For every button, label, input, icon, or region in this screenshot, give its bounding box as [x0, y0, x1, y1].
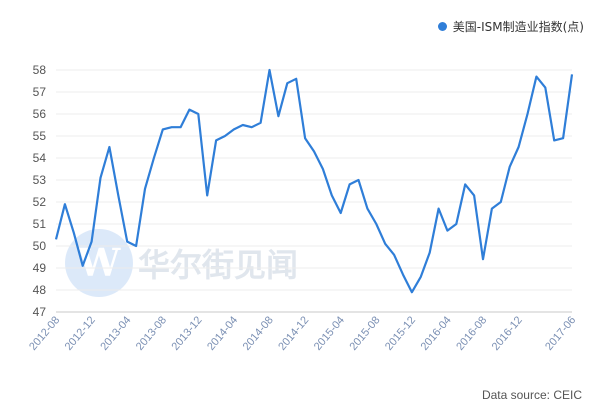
watermark: W 华尔街见闻	[65, 229, 298, 297]
y-tick-label: 51	[33, 217, 47, 231]
data-point[interactable]	[444, 228, 450, 234]
series-layer	[53, 67, 575, 295]
data-point[interactable]	[89, 239, 95, 245]
data-point[interactable]	[551, 137, 557, 143]
data-point[interactable]	[525, 111, 531, 117]
data-point[interactable]	[258, 120, 264, 126]
data-point[interactable]	[436, 206, 442, 212]
x-tick-label: 2013-12	[169, 314, 204, 353]
y-tick-label: 53	[33, 173, 47, 187]
x-tick-label: 2015-12	[383, 314, 418, 353]
series-line[interactable]	[54, 68, 574, 294]
data-point[interactable]	[178, 124, 184, 130]
data-point[interactable]	[284, 80, 290, 86]
data-point[interactable]	[355, 177, 361, 183]
data-point[interactable]	[222, 133, 228, 139]
y-tick-label: 54	[33, 151, 47, 165]
data-point[interactable]	[560, 135, 566, 141]
data-point[interactable]	[480, 256, 486, 262]
x-tick-label: 2014-04	[205, 314, 240, 353]
y-tick-label: 48	[33, 283, 47, 297]
x-tick-label: 2013-04	[98, 314, 133, 353]
data-point[interactable]	[320, 166, 326, 172]
legend-label: 美国-ISM制造业指数(点)	[452, 20, 584, 34]
data-point[interactable]	[507, 164, 513, 170]
grid	[56, 69, 572, 313]
y-tick-label: 56	[33, 107, 47, 121]
data-point[interactable]	[142, 186, 148, 192]
y-tick-label: 57	[33, 85, 47, 99]
y-tick-label: 47	[33, 305, 47, 319]
x-tick-label: 2013-08	[134, 314, 169, 353]
data-point[interactable]	[516, 144, 522, 150]
data-point[interactable]	[409, 289, 415, 295]
y-tick-label: 49	[33, 261, 47, 275]
data-point[interactable]	[80, 263, 86, 269]
y-tick-label: 58	[33, 63, 47, 77]
data-point[interactable]	[160, 126, 166, 132]
data-point[interactable]	[169, 124, 175, 130]
data-point[interactable]	[569, 71, 575, 77]
x-tick-label: 2014-08	[241, 314, 276, 353]
data-point[interactable]	[373, 221, 379, 227]
data-point[interactable]	[471, 192, 477, 198]
data-point[interactable]	[71, 230, 77, 236]
data-point[interactable]	[347, 181, 353, 187]
x-tick-label: 2012-12	[63, 314, 98, 353]
data-point[interactable]	[311, 148, 317, 154]
data-point[interactable]	[115, 192, 121, 198]
data-point[interactable]	[240, 122, 246, 128]
data-point[interactable]	[53, 236, 59, 242]
x-tick-label: 2015-08	[347, 314, 382, 353]
x-tick-label: 2014-12	[276, 314, 311, 353]
data-point[interactable]	[329, 192, 335, 198]
data-point[interactable]	[275, 113, 281, 119]
data-point[interactable]	[542, 85, 548, 91]
data-point[interactable]	[293, 76, 299, 82]
data-point[interactable]	[249, 124, 255, 130]
data-point[interactable]	[62, 201, 68, 207]
y-tick-label: 52	[33, 195, 47, 209]
data-point[interactable]	[364, 206, 370, 212]
x-axis: 2012-08 2012-12 2013-04 2013-08 2013-12 2014-…	[27, 314, 578, 353]
data-point[interactable]	[462, 181, 468, 187]
data-point[interactable]	[97, 175, 103, 181]
data-point[interactable]	[231, 126, 237, 132]
legend-marker-icon	[437, 22, 447, 31]
data-point[interactable]	[186, 107, 192, 113]
y-tick-label: 55	[33, 129, 47, 143]
data-point[interactable]	[338, 210, 344, 216]
data-point[interactable]	[418, 274, 424, 280]
y-tick-label: 50	[33, 239, 47, 253]
data-point[interactable]	[106, 144, 112, 150]
data-point[interactable]	[124, 239, 130, 245]
data-point[interactable]	[195, 111, 201, 117]
x-tick-label: 2017-06	[543, 314, 578, 353]
x-tick-label: 2015-04	[312, 314, 347, 353]
data-point[interactable]	[267, 67, 273, 73]
data-point[interactable]	[498, 199, 504, 205]
x-tick-label: 2012-08	[27, 314, 62, 353]
x-tick-label: 2016-04	[419, 314, 454, 353]
legend[interactable]: 美国-ISM制造业指数(点)	[437, 18, 584, 35]
watermark-brand-text: 华尔街见闻	[138, 246, 298, 284]
data-point[interactable]	[427, 250, 433, 256]
data-point[interactable]	[400, 272, 406, 278]
data-point[interactable]	[302, 135, 308, 141]
data-point[interactable]	[382, 241, 388, 247]
data-point[interactable]	[489, 206, 495, 212]
data-point[interactable]	[391, 252, 397, 258]
x-tick-label: 2016-08	[454, 314, 489, 353]
data-point[interactable]	[151, 155, 157, 161]
data-point[interactable]	[133, 243, 139, 249]
y-axis: 47 48 49 50 51 52 53 54 55 56 57 58	[33, 63, 47, 319]
data-point[interactable]	[204, 192, 210, 198]
data-source-note: Data source: CEIC	[481, 388, 582, 402]
x-tick-label: 2016-12	[490, 314, 525, 353]
data-point[interactable]	[213, 137, 219, 143]
data-point[interactable]	[533, 74, 539, 80]
data-point[interactable]	[453, 221, 459, 227]
